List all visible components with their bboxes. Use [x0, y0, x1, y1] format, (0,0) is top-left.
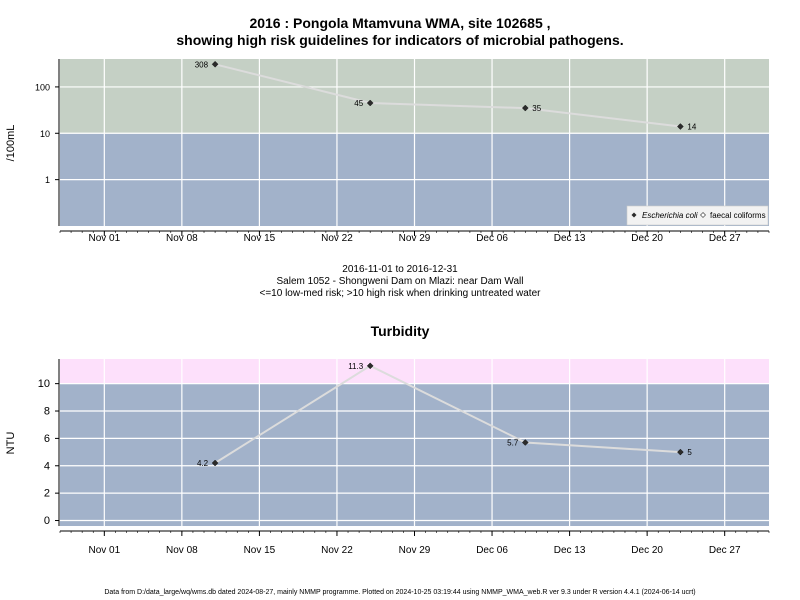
chart2-data-point: [521, 439, 529, 446]
legend-ecoli-label: Escherichia coli: [642, 211, 698, 220]
chart2-y-tick-label: 2: [44, 488, 50, 500]
chart2-y-tick-label: 6: [44, 433, 50, 445]
footer-note: Data from D:/data_large/wq/wms.db dated …: [104, 589, 696, 596]
chart1-data-point: [211, 60, 219, 68]
chart2-y-tick-label: 8: [44, 406, 50, 418]
risk-note: <=10 low-med risk; >10 high risk when dr…: [259, 288, 541, 299]
chart1-data-label: 14: [687, 123, 696, 132]
chart2-data-label: 11.3: [348, 362, 364, 371]
chart2-x-tick-label: Dec 06: [476, 545, 508, 556]
chart1-y-axis-label: /100mL: [5, 125, 17, 162]
chart2-x-tick-label: Dec 20: [631, 545, 663, 556]
chart1-data-point: [677, 123, 684, 130]
chart1-x-tick-label: Dec 13: [554, 233, 586, 244]
chart2-data-point: [677, 448, 684, 456]
chart2-x-tick-label: Dec 27: [709, 545, 741, 556]
chart1-x-tick-label: Nov 15: [244, 233, 276, 244]
legend-faecal-label: faecal coliforms: [710, 211, 766, 220]
chart1-x-tick-label: Nov 01: [88, 233, 120, 244]
chart1-x-tick-label: Dec 06: [476, 233, 508, 244]
chart2-data-label: 5: [687, 448, 692, 457]
chart1-data-point: [366, 99, 374, 107]
legend-faecal-marker: [700, 212, 706, 218]
chart1-data-label: 308: [195, 60, 209, 69]
chart2-y-tick-label: 4: [44, 460, 50, 472]
chart1-y-tick-label: 1: [45, 175, 50, 185]
chart2-x-tick-label: Nov 15: [244, 545, 276, 556]
site-description: Salem 1052 - Shongweni Dam on Mlazi: nea…: [276, 276, 524, 287]
chart2-series-line: [214, 364, 681, 464]
chart2-x-tick-label: Nov 01: [88, 545, 120, 556]
chart2-x-tick-label: Nov 29: [399, 545, 431, 556]
chart1-x-tick-label: Nov 08: [166, 233, 198, 244]
chart1-data-label: 35: [532, 104, 541, 113]
chart2-data-label: 4.2: [197, 459, 209, 468]
chart2-y-tick-label: 0: [44, 515, 50, 527]
chart2-x-tick-label: Nov 22: [321, 545, 353, 556]
chart1-x-tick-label: Dec 20: [631, 233, 663, 244]
chart1-title-line1: 2016 : Pongola Mtamvuna WMA, site 102685…: [249, 15, 551, 31]
chart2-data-point: [366, 362, 374, 370]
legend-box: [626, 205, 769, 226]
chart2-y-axis-label: NTU: [5, 432, 17, 455]
chart2-data-label: 5.7: [507, 439, 519, 448]
chart1-data-label: 45: [354, 99, 363, 108]
chart1-y-tick-label: 100: [35, 82, 50, 92]
chart2-y-tick-label: 10: [38, 378, 50, 390]
date-range: 2016-11-01 to 2016-12-31: [342, 264, 458, 275]
chart1-y-tick-label: 10: [40, 129, 50, 139]
chart2-x-tick-label: Nov 08: [166, 545, 198, 556]
chart1-x-tick-label: Dec 27: [709, 233, 741, 244]
legend-ecoli-marker: [631, 212, 637, 218]
chart1-x-tick-label: Nov 29: [399, 233, 431, 244]
chart1-data-point: [521, 104, 529, 112]
chart2-data-point: [211, 459, 219, 467]
chart1-x-tick-label: Nov 22: [321, 233, 353, 244]
chart2-x-tick-label: Dec 13: [554, 545, 586, 556]
chart1-title-line2: showing high risk guidelines for indicat…: [176, 32, 624, 48]
chart1-series-line: [214, 63, 681, 128]
chart2-title: Turbidity: [370, 323, 430, 339]
